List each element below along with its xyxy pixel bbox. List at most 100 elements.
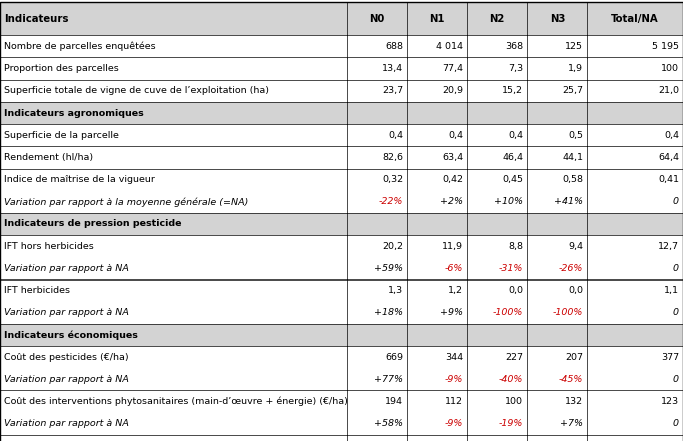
Text: 100: 100	[505, 397, 523, 406]
Text: Variation par rapport à NA: Variation par rapport à NA	[4, 308, 129, 318]
Bar	[0, 235, 683, 280]
Bar	[0, 124, 683, 146]
Text: N2: N2	[490, 14, 505, 24]
Text: 0,41: 0,41	[658, 175, 679, 184]
Bar	[0, 435, 683, 441]
Text: +18%: +18%	[374, 308, 403, 318]
Bar	[0, 2, 683, 35]
Text: Variation par rapport à NA: Variation par rapport à NA	[4, 375, 129, 384]
Text: 8,8: 8,8	[508, 242, 523, 250]
Text: 0,0: 0,0	[508, 286, 523, 295]
Text: -22%: -22%	[378, 197, 403, 206]
Text: 0,58: 0,58	[562, 175, 583, 184]
Text: Nombre de parcelles enquêtées: Nombre de parcelles enquêtées	[4, 41, 156, 51]
Text: 112: 112	[445, 397, 463, 406]
Text: 123: 123	[661, 397, 679, 406]
Text: +10%: +10%	[494, 197, 523, 206]
Bar	[0, 2, 683, 35]
Text: Rendement (hl/ha): Rendement (hl/ha)	[4, 153, 93, 162]
Text: 9,4: 9,4	[568, 242, 583, 250]
Text: 0,4: 0,4	[448, 131, 463, 140]
Text: 15,2: 15,2	[502, 86, 523, 95]
Bar	[0, 324, 683, 346]
Text: Indice de maîtrise de la vigueur: Indice de maîtrise de la vigueur	[4, 175, 155, 184]
Text: 0,4: 0,4	[664, 131, 679, 140]
Text: Indicateurs: Indicateurs	[4, 14, 68, 24]
Text: 5 195: 5 195	[652, 42, 679, 51]
Text: Variation par rapport à NA: Variation par rapport à NA	[4, 264, 129, 273]
Bar	[0, 146, 683, 168]
Text: 0,4: 0,4	[388, 131, 403, 140]
Text: 0,5: 0,5	[568, 131, 583, 140]
Text: 194: 194	[385, 397, 403, 406]
Text: -26%: -26%	[559, 264, 583, 273]
Text: -19%: -19%	[499, 419, 523, 428]
Text: -100%: -100%	[493, 308, 523, 318]
Text: Variation par rapport à la moyenne générale (=NA): Variation par rapport à la moyenne génér…	[4, 197, 249, 206]
Text: +9%: +9%	[440, 308, 463, 318]
Text: 344: 344	[445, 353, 463, 362]
Text: IFT herbicides: IFT herbicides	[4, 286, 70, 295]
Bar	[0, 280, 683, 324]
Text: 207: 207	[566, 353, 583, 362]
Bar	[0, 168, 683, 213]
Text: 227: 227	[505, 353, 523, 362]
Text: +58%: +58%	[374, 419, 403, 428]
Text: 44,1: 44,1	[562, 153, 583, 162]
Text: IFT hors herbicides: IFT hors herbicides	[4, 242, 94, 250]
Text: -9%: -9%	[445, 375, 463, 384]
Text: Superficie totale de vigne de cuve de l’exploitation (ha): Superficie totale de vigne de cuve de l’…	[4, 86, 269, 95]
Text: -100%: -100%	[553, 308, 583, 318]
Text: 132: 132	[566, 397, 583, 406]
Bar	[0, 80, 683, 102]
Text: Proportion des parcelles: Proportion des parcelles	[4, 64, 119, 73]
Text: N0: N0	[370, 14, 385, 24]
Text: 1,3: 1,3	[388, 286, 403, 295]
Bar	[0, 57, 683, 80]
Text: Total/NA: Total/NA	[611, 14, 659, 24]
Bar	[0, 235, 683, 280]
Text: 23,7: 23,7	[382, 86, 403, 95]
Bar	[0, 346, 683, 390]
Text: 7,3: 7,3	[508, 64, 523, 73]
Text: 46,4: 46,4	[502, 153, 523, 162]
Bar	[0, 35, 683, 57]
Text: -40%: -40%	[499, 375, 523, 384]
Bar	[0, 102, 683, 124]
Text: 4 014: 4 014	[436, 42, 463, 51]
Text: 100: 100	[661, 64, 679, 73]
Text: +77%: +77%	[374, 375, 403, 384]
Bar	[0, 390, 683, 435]
Text: 20,9: 20,9	[442, 86, 463, 95]
Text: 669: 669	[385, 353, 403, 362]
Text: 11,9: 11,9	[442, 242, 463, 250]
Text: Coût des interventions phytosanitaires (main-d’œuvre + énergie) (€/ha): Coût des interventions phytosanitaires (…	[4, 397, 348, 406]
Text: -45%: -45%	[559, 375, 583, 384]
Text: 1,9: 1,9	[568, 64, 583, 73]
Text: 13,4: 13,4	[382, 64, 403, 73]
Text: 125: 125	[566, 42, 583, 51]
Bar	[0, 435, 683, 441]
Text: 377: 377	[661, 353, 679, 362]
Text: Superficie de la parcelle: Superficie de la parcelle	[4, 131, 119, 140]
Text: 0,0: 0,0	[568, 286, 583, 295]
Bar	[0, 390, 683, 435]
Text: 1,2: 1,2	[448, 286, 463, 295]
Text: 12,7: 12,7	[658, 242, 679, 250]
Text: 21,0: 21,0	[658, 86, 679, 95]
Text: 25,7: 25,7	[562, 86, 583, 95]
Bar	[0, 324, 683, 346]
Bar	[0, 280, 683, 324]
Bar	[0, 168, 683, 213]
Text: 0,42: 0,42	[442, 175, 463, 184]
Bar	[0, 35, 683, 57]
Text: 0,45: 0,45	[502, 175, 523, 184]
Bar	[0, 57, 683, 80]
Text: +41%: +41%	[555, 197, 583, 206]
Text: 368: 368	[505, 42, 523, 51]
Text: Variation par rapport à NA: Variation par rapport à NA	[4, 419, 129, 428]
Text: Indicateurs agronomiques: Indicateurs agronomiques	[4, 108, 143, 117]
Text: N3: N3	[550, 14, 565, 24]
Text: 1,1: 1,1	[664, 286, 679, 295]
Text: 63,4: 63,4	[442, 153, 463, 162]
